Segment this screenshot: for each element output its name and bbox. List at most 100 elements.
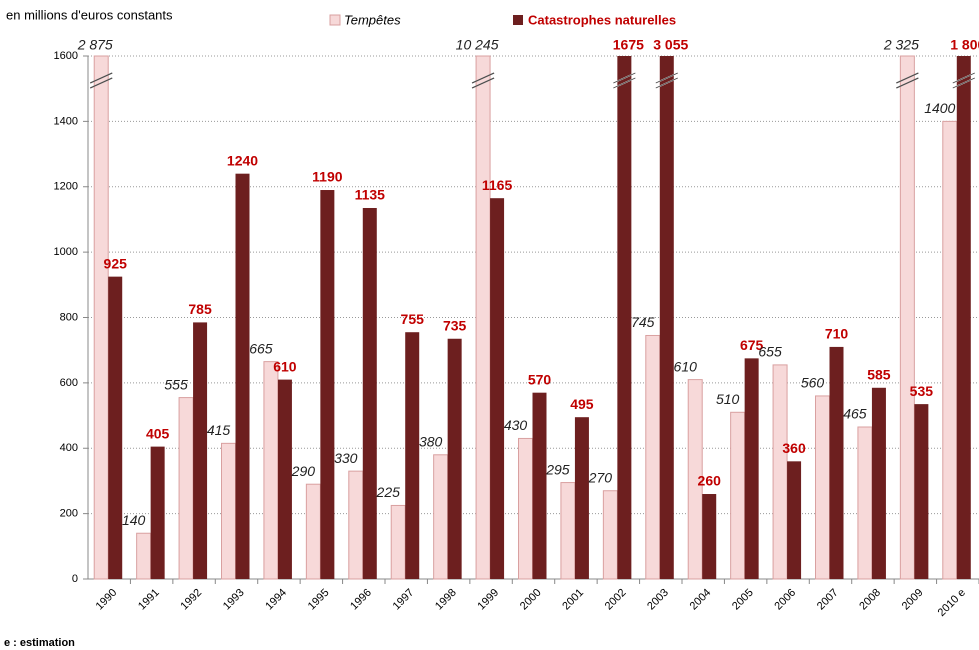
x-tick-label: 1998 <box>433 587 459 613</box>
value-label: 415 <box>207 422 231 438</box>
y-tick-label: 400 <box>60 442 78 454</box>
bar <box>277 379 292 579</box>
axis-break <box>613 72 636 84</box>
value-label: 1 800 <box>950 37 979 53</box>
bar <box>560 482 576 580</box>
unit-label: en millions d'euros constants <box>6 7 173 22</box>
bar <box>93 55 109 580</box>
bar <box>602 490 618 580</box>
value-label: 555 <box>164 376 188 392</box>
axis-break <box>896 72 919 84</box>
bar <box>687 379 703 580</box>
y-tick-label: 1400 <box>54 115 78 127</box>
axis-break <box>952 77 975 89</box>
bar <box>956 56 971 579</box>
bar <box>518 437 533 580</box>
bar <box>235 173 250 580</box>
x-tick-label: 2004 <box>688 587 714 613</box>
bar <box>815 395 830 580</box>
bar <box>772 364 788 580</box>
bar <box>305 483 321 580</box>
bar <box>263 361 279 580</box>
bar <box>390 504 406 580</box>
y-tick-label: 800 <box>60 311 78 323</box>
value-label: 610 <box>273 358 297 374</box>
value-label: 295 <box>545 461 570 477</box>
value-label: 495 <box>570 396 594 412</box>
value-label: 225 <box>376 484 401 500</box>
bar <box>348 470 364 580</box>
x-tick-label: 2002 <box>603 587 629 613</box>
axis-break <box>613 77 636 89</box>
y-tick-label: 1000 <box>54 246 78 258</box>
bar <box>532 392 547 579</box>
bar <box>829 346 844 579</box>
x-tick-label: 1999 <box>475 587 501 613</box>
bar <box>645 334 661 580</box>
x-tick-label: 2010 e <box>936 587 968 619</box>
value-label: 430 <box>504 417 528 433</box>
value-label: 330 <box>334 450 358 466</box>
bar <box>320 190 335 580</box>
value-label: 260 <box>698 473 722 489</box>
value-label: 405 <box>146 425 170 441</box>
bar <box>150 446 165 579</box>
value-label: 10 245 <box>456 37 499 53</box>
x-tick-label: 1991 <box>136 587 162 613</box>
value-label: 290 <box>291 463 316 479</box>
value-label: 785 <box>188 301 212 317</box>
bar <box>787 461 802 579</box>
value-label: 570 <box>528 371 552 387</box>
value-label: 755 <box>401 311 425 327</box>
y-tick-label: 200 <box>60 508 78 520</box>
bar <box>730 411 746 580</box>
bar <box>405 332 420 579</box>
value-label: 1400 <box>924 100 955 116</box>
x-tick-label: 1995 <box>306 587 332 613</box>
legend-swatch <box>513 15 523 25</box>
bar <box>659 56 674 579</box>
value-label: 745 <box>631 314 655 330</box>
axis-break <box>655 72 678 84</box>
value-label: 560 <box>801 375 825 391</box>
y-tick-label: 0 <box>72 573 78 585</box>
footnote: e : estimation <box>4 637 75 649</box>
value-label: 1135 <box>355 187 386 203</box>
value-label: 655 <box>758 344 782 360</box>
bar <box>857 426 873 580</box>
value-label: 710 <box>825 326 849 342</box>
value-label: 1165 <box>482 177 513 193</box>
axis-break <box>90 72 113 84</box>
value-label: 140 <box>122 512 146 528</box>
legend-label: Tempêtes <box>344 12 401 27</box>
value-label: 665 <box>249 340 273 356</box>
x-tick-label: 1994 <box>263 587 289 613</box>
x-tick-label: 1992 <box>178 587 204 613</box>
bar <box>108 276 123 579</box>
bar <box>942 120 958 580</box>
axis-break <box>655 77 678 89</box>
x-tick-label: 2003 <box>645 587 671 613</box>
bar <box>871 387 886 579</box>
value-label: 1190 <box>312 169 343 185</box>
x-tick-label: 1993 <box>221 587 247 613</box>
x-tick-label: 2008 <box>857 587 883 613</box>
bar <box>617 56 632 579</box>
value-label: 735 <box>443 317 467 333</box>
value-label: 1240 <box>227 152 258 168</box>
bar <box>193 322 208 579</box>
y-tick-label: 1200 <box>54 181 78 193</box>
value-label: 585 <box>867 366 891 382</box>
value-label: 270 <box>588 469 613 485</box>
bar <box>433 454 449 580</box>
x-tick-label: 2007 <box>815 587 841 613</box>
value-label: 925 <box>104 255 128 271</box>
y-tick-label: 1600 <box>54 50 78 62</box>
bar <box>899 55 915 580</box>
bar <box>362 207 377 579</box>
x-tick-label: 1996 <box>348 587 374 613</box>
x-tick-label: 1990 <box>94 587 120 613</box>
axis-break <box>896 77 919 89</box>
value-label: 465 <box>843 406 867 422</box>
